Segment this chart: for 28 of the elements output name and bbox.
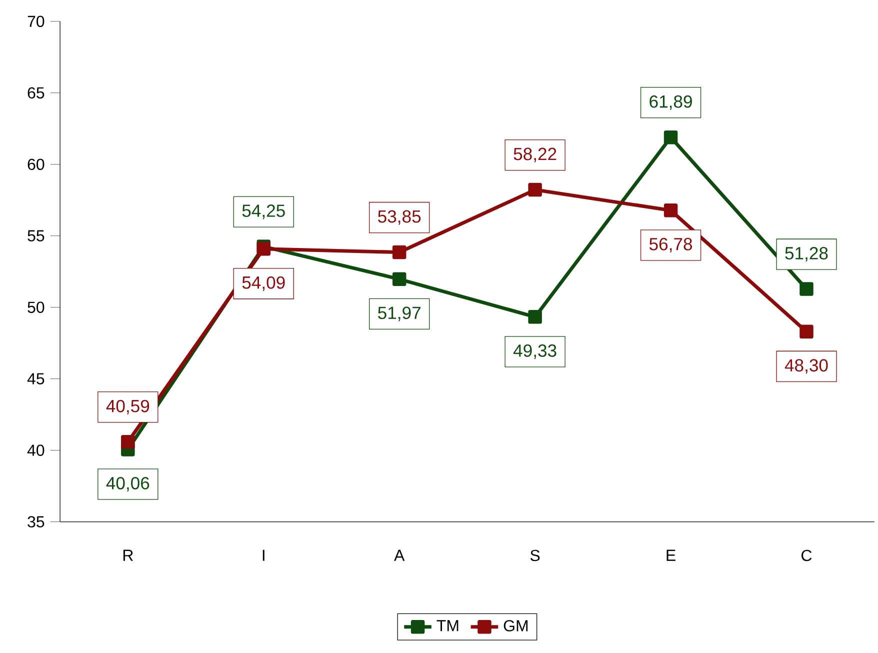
y-tick-label: 60 <box>28 158 44 170</box>
y-tick-label: 35 <box>28 516 44 528</box>
x-tick-label: R <box>123 550 133 561</box>
x-tick-label: E <box>666 550 676 561</box>
x-tick-label: C <box>802 550 812 562</box>
data-label: 48,30 <box>784 359 828 374</box>
data-label: 49,33 <box>513 344 556 360</box>
data-label: 54,09 <box>242 276 285 291</box>
data-label: 58,22 <box>514 148 556 162</box>
data-label: 54,25 <box>242 204 285 220</box>
y-tick-label: 65 <box>28 87 44 99</box>
legend-label: GM <box>504 620 528 632</box>
data-label: 61,89 <box>650 95 692 110</box>
data-label: 40,06 <box>106 477 150 492</box>
data-label: 53,85 <box>378 210 421 225</box>
data-label: 51,28 <box>785 247 828 262</box>
y-tick-label: 55 <box>28 230 44 242</box>
y-tick-label: 50 <box>28 302 44 314</box>
legend-label: TM <box>436 620 458 632</box>
data-label: 56,78 <box>649 238 692 253</box>
x-tick-label: A <box>394 550 405 561</box>
y-tick-label: 70 <box>28 16 44 28</box>
x-tick-label: I <box>262 550 264 561</box>
y-tick-label: 40 <box>27 444 44 456</box>
y-tick-label: 45 <box>27 373 44 384</box>
data-label: 40,59 <box>106 400 150 414</box>
data-label: 51,97 <box>378 306 420 322</box>
x-tick-label: S <box>530 550 540 562</box>
